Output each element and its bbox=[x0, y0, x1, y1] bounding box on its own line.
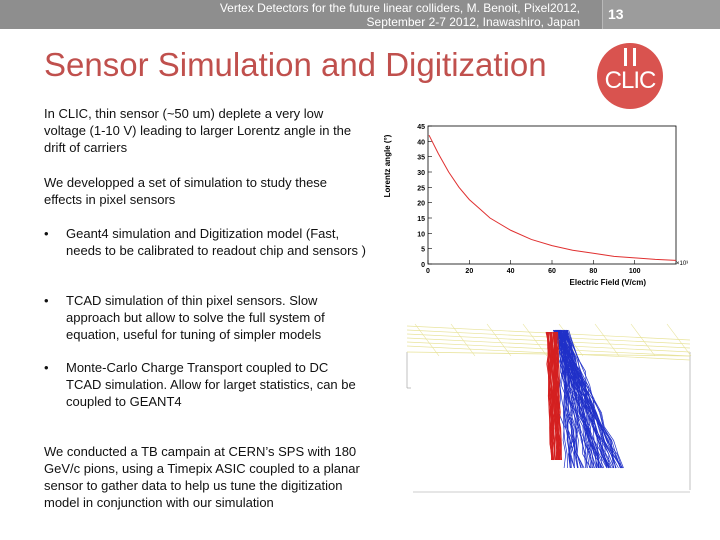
hole-track bbox=[565, 329, 611, 469]
series-line bbox=[428, 134, 677, 261]
grid-line bbox=[486, 323, 512, 357]
bullet-marker: • bbox=[44, 226, 49, 241]
x-tick-label: 40 bbox=[507, 268, 515, 275]
electron-track bbox=[547, 331, 553, 461]
x-exponent-label: ×10³ bbox=[676, 261, 688, 267]
slide-number: 13 bbox=[602, 0, 720, 29]
hole-track bbox=[556, 329, 617, 469]
x-axis-label: Electric Field (V/cm) bbox=[570, 278, 647, 287]
y-tick-label: 25 bbox=[417, 185, 425, 192]
hole-track bbox=[556, 329, 599, 469]
hole-track bbox=[556, 329, 579, 469]
paragraph-simulations: We developped a set of simulation to stu… bbox=[44, 175, 328, 207]
y-tick-label: 0 bbox=[421, 262, 425, 269]
grid-line bbox=[522, 323, 548, 357]
grid-line bbox=[630, 323, 656, 357]
x-tick-label: 0 bbox=[426, 268, 430, 275]
hole-track bbox=[555, 329, 610, 469]
grid-line bbox=[594, 323, 620, 357]
hole-track bbox=[560, 329, 599, 469]
hole-track bbox=[559, 329, 623, 469]
y-tick-label: 5 bbox=[421, 247, 425, 254]
y-tick-label: 20 bbox=[417, 201, 425, 208]
y-axis-label: Lorentz angle (°) bbox=[383, 134, 392, 197]
hole-track bbox=[568, 329, 614, 469]
lorentz-angle-chart: 0 5 10 15 20 25 30 35 40 45 0 20 40 60 80 100 Lorentz a… bbox=[383, 124, 688, 287]
header-bar bbox=[0, 0, 720, 29]
hole-track bbox=[559, 329, 592, 469]
electron-track bbox=[549, 331, 556, 461]
paragraph-test-beam: We conducted a TB campain at CERN’s SPS … bbox=[44, 444, 360, 510]
hole-track bbox=[564, 329, 593, 469]
y-tick-label: 35 bbox=[417, 155, 425, 162]
charge-transport-simulation bbox=[406, 323, 692, 493]
y-tick-label: 10 bbox=[417, 231, 425, 238]
electron-track bbox=[556, 331, 563, 461]
x-tick-label: 100 bbox=[629, 268, 641, 275]
hole-track bbox=[556, 329, 598, 469]
electron-track bbox=[554, 331, 561, 461]
grid-line bbox=[666, 323, 692, 357]
y-tick-label: 45 bbox=[417, 124, 425, 131]
conference-info: Vertex Detectors for the future linear c… bbox=[219, 1, 580, 29]
hole-track bbox=[561, 329, 595, 469]
bullet-text: Monte-Carlo Charge Transport coupled to … bbox=[66, 360, 356, 409]
bullet-text: Geant4 simulation and Digitization model… bbox=[66, 226, 366, 258]
bullet-marker: • bbox=[44, 293, 49, 308]
y-tick-label: 30 bbox=[417, 170, 425, 177]
plot-area: 0 5 10 15 20 25 30 35 40 45 0 20 40 60 80 100 bbox=[417, 124, 677, 275]
logo-text: CLIC bbox=[605, 67, 656, 94]
bullet-text: TCAD simulation of thin pixel sensors. S… bbox=[66, 293, 325, 342]
grid-line bbox=[414, 323, 440, 357]
hole-track bbox=[557, 329, 610, 469]
hole-track bbox=[560, 329, 624, 469]
electron-track bbox=[551, 331, 557, 461]
carrier-tracks bbox=[545, 329, 624, 469]
bullet-marker: • bbox=[44, 360, 49, 375]
slide-title: Sensor Simulation and Digitization bbox=[44, 46, 547, 83]
y-tick-label: 40 bbox=[417, 139, 425, 146]
x-tick-label: 80 bbox=[589, 268, 597, 275]
grid-line bbox=[450, 323, 476, 357]
x-tick-label: 20 bbox=[465, 268, 473, 275]
paragraph-clic-sensors: In CLIC, thin sensor (~50 um) deplete a … bbox=[44, 106, 352, 155]
electron-track bbox=[547, 331, 554, 461]
x-tick-label: 60 bbox=[548, 268, 556, 275]
clic-logo: CLIC bbox=[597, 43, 663, 109]
logo-circle bbox=[597, 43, 663, 109]
y-tick-label: 15 bbox=[417, 216, 425, 223]
